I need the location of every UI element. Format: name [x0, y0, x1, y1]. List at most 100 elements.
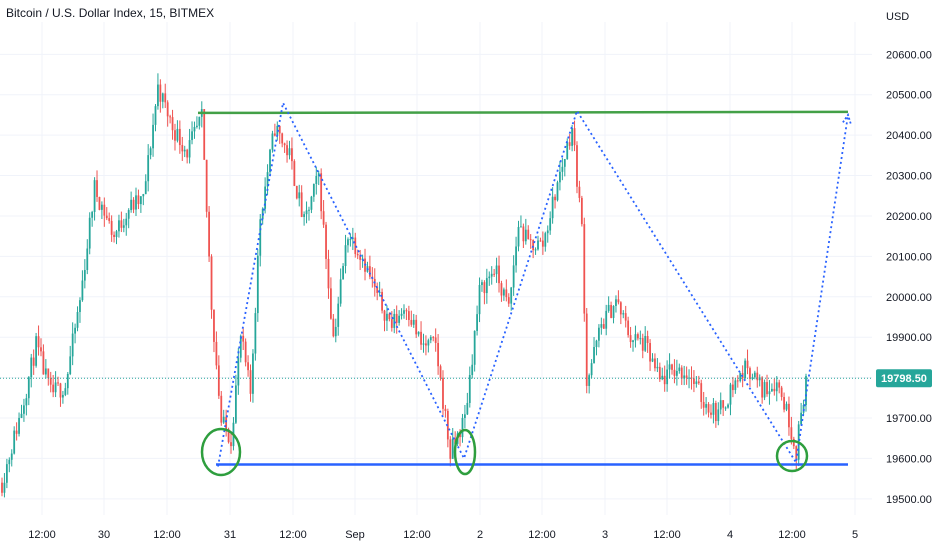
candle-body: [83, 269, 86, 281]
candle-body: [339, 279, 342, 304]
candle-body: [605, 310, 608, 329]
candle-body: [122, 225, 125, 228]
candle-body: [49, 378, 52, 385]
candle-body: [325, 224, 327, 259]
y-tick-label: 20200.00: [886, 211, 932, 223]
candle-body: [88, 217, 91, 249]
axis-layer: 20600.00 20500.00 20400.00 20300.00 20200.00…: [28, 11, 932, 541]
candle-body: [639, 338, 642, 340]
candle-body: [517, 226, 520, 247]
candle-body: [144, 181, 147, 195]
candle-body: [654, 358, 656, 369]
candle-body: [595, 340, 598, 347]
candle-body: [549, 218, 552, 231]
candle-body: [376, 286, 379, 293]
candle-body: [717, 409, 720, 422]
candle-body: [537, 240, 539, 250]
candle-body: [736, 380, 739, 382]
candle-body: [790, 427, 793, 439]
candle-body: [778, 382, 781, 388]
candle-body: [286, 145, 288, 156]
x-tick-label: 12:00: [28, 529, 56, 541]
candle-body: [278, 125, 281, 134]
candle-body: [449, 439, 452, 459]
candle-body: [666, 369, 669, 385]
candle-body: [239, 335, 242, 358]
candle-body: [203, 109, 206, 160]
candle-body: [30, 357, 33, 378]
candle-body: [393, 313, 396, 328]
y-tick-label: 20400.00: [886, 130, 932, 142]
candle-body: [298, 192, 301, 199]
candle-body: [213, 309, 215, 342]
candle-body: [288, 148, 291, 156]
candle-body: [332, 318, 335, 337]
candle-body: [205, 159, 208, 212]
candle-body: [705, 404, 708, 408]
candle-body: [191, 131, 193, 141]
candle-body: [649, 342, 651, 362]
candle-body: [788, 403, 790, 428]
candle-body: [118, 220, 120, 232]
candle-body: [727, 404, 729, 408]
candle-body: [444, 408, 447, 411]
candle-body: [234, 385, 237, 423]
candle-body: [154, 106, 157, 125]
candle-body: [566, 142, 569, 160]
candle-body: [25, 398, 28, 406]
candle-body: [641, 338, 644, 351]
candle-body: [347, 239, 349, 246]
candle-body: [378, 291, 381, 293]
candle-body: [415, 319, 418, 335]
candle-body: [283, 143, 286, 146]
candle-body: [196, 125, 198, 127]
candle-body: [612, 305, 615, 318]
candle-body: [734, 380, 737, 391]
candle-body: [795, 446, 798, 460]
candle-body: [8, 459, 11, 465]
candle-body: [768, 391, 771, 395]
candle-body: [561, 166, 564, 172]
candle-body: [451, 438, 454, 459]
candle-body: [169, 116, 172, 118]
candle-body: [330, 288, 332, 319]
candle-body: [110, 220, 113, 235]
candle-body: [13, 430, 16, 454]
candle-body: [661, 375, 664, 380]
candle-body: [225, 416, 228, 430]
candle-body: [164, 93, 167, 103]
candle-body: [461, 417, 464, 438]
candle-body: [54, 382, 57, 393]
candle-body: [673, 369, 676, 376]
candle-body: [113, 234, 115, 237]
candle-body: [1, 482, 3, 493]
chart-title: Bitcoin / U.S. Dollar Index, 15, BITMEX: [6, 6, 215, 20]
y-tick-label: 20500.00: [886, 90, 932, 102]
candle-body: [541, 240, 544, 247]
candle-body: [507, 297, 510, 304]
candle-body: [671, 364, 673, 370]
candle-body: [222, 416, 225, 423]
candle-body: [356, 253, 359, 256]
low-circle-marker: [775, 439, 809, 473]
candle-body: [527, 229, 530, 240]
candle-body: [556, 182, 559, 201]
candle-body: [800, 412, 803, 425]
candle-body: [683, 375, 686, 379]
candle-body: [400, 313, 403, 316]
candle-body: [86, 248, 89, 270]
candle-body: [337, 303, 340, 327]
candle-body: [220, 395, 223, 423]
candle-body: [753, 372, 756, 378]
candle-body: [35, 336, 38, 366]
candle-body: [420, 331, 422, 345]
candle-body: [593, 346, 595, 364]
candle-body: [71, 333, 74, 357]
candle-body: [697, 381, 700, 384]
candle-body: [395, 313, 398, 323]
candle-body: [471, 364, 474, 376]
candle-body: [719, 400, 722, 410]
candle-body: [368, 266, 371, 277]
candle-body: [539, 240, 542, 242]
